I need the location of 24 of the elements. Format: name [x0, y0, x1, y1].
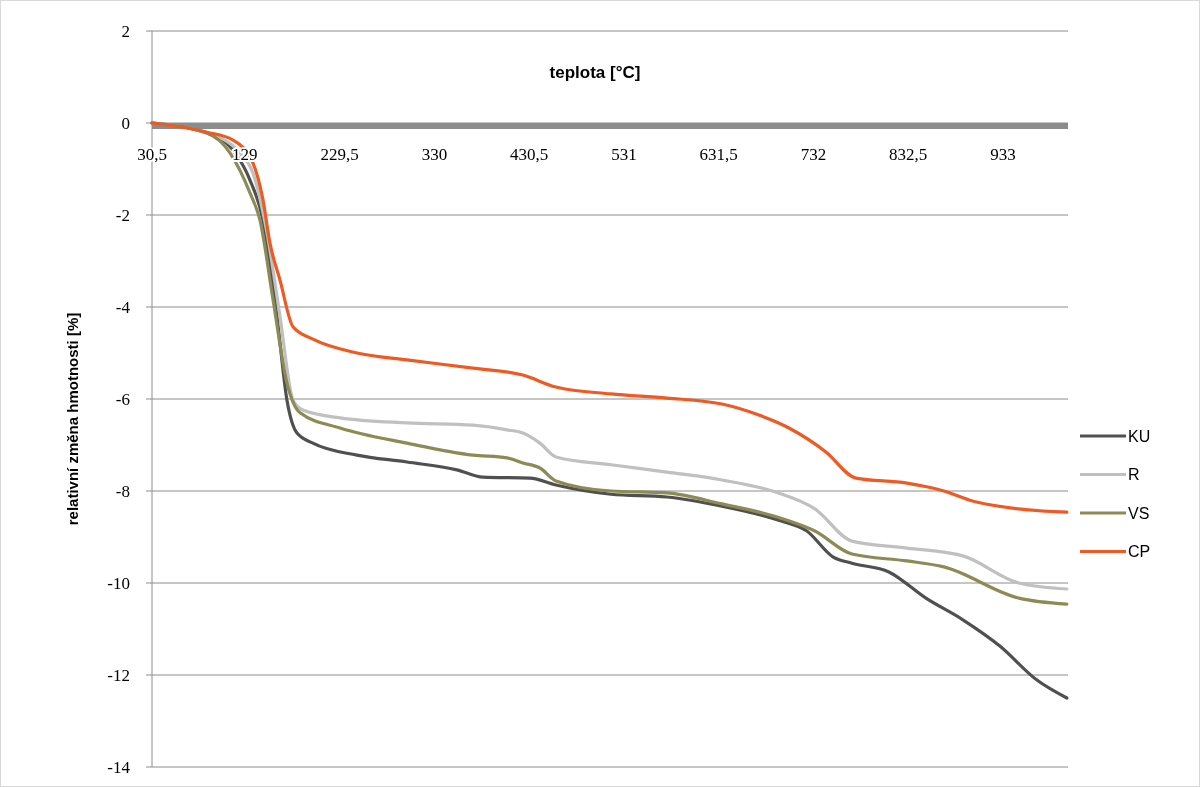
y-tick-label: -12: [107, 665, 130, 685]
legend-label: KU: [1128, 427, 1151, 445]
y-tick-label: 2: [121, 21, 130, 41]
x-tick-label: 732: [800, 145, 827, 164]
x-tick-label: 933: [990, 145, 1016, 164]
x-tick-label: 832,5: [889, 145, 928, 164]
x-tick-label: 631,5: [699, 145, 738, 164]
x-tick-label: 30,5: [137, 145, 167, 164]
legend-label: R: [1128, 466, 1140, 484]
x-tick-label: 330: [421, 145, 448, 164]
x-axis-title: teplota [°C]: [549, 63, 641, 82]
legend-label: CP: [1128, 543, 1151, 561]
y-tick-label: -8: [115, 481, 130, 501]
y-axis-title: relativní změna hmotnosti [%]: [64, 312, 81, 526]
x-tick-label: 531: [611, 145, 637, 164]
y-tick-label: -2: [115, 205, 130, 225]
legend-label: VS: [1128, 504, 1150, 522]
y-tick-label: -14: [107, 757, 131, 777]
y-tick-label: -10: [107, 573, 130, 593]
y-tick-label: 0: [121, 113, 130, 133]
x-tick-label: 229,5: [320, 145, 359, 164]
y-tick-label: -6: [115, 389, 130, 409]
y-tick-label: -4: [115, 297, 131, 317]
x-tick-label: 430,5: [510, 145, 549, 164]
